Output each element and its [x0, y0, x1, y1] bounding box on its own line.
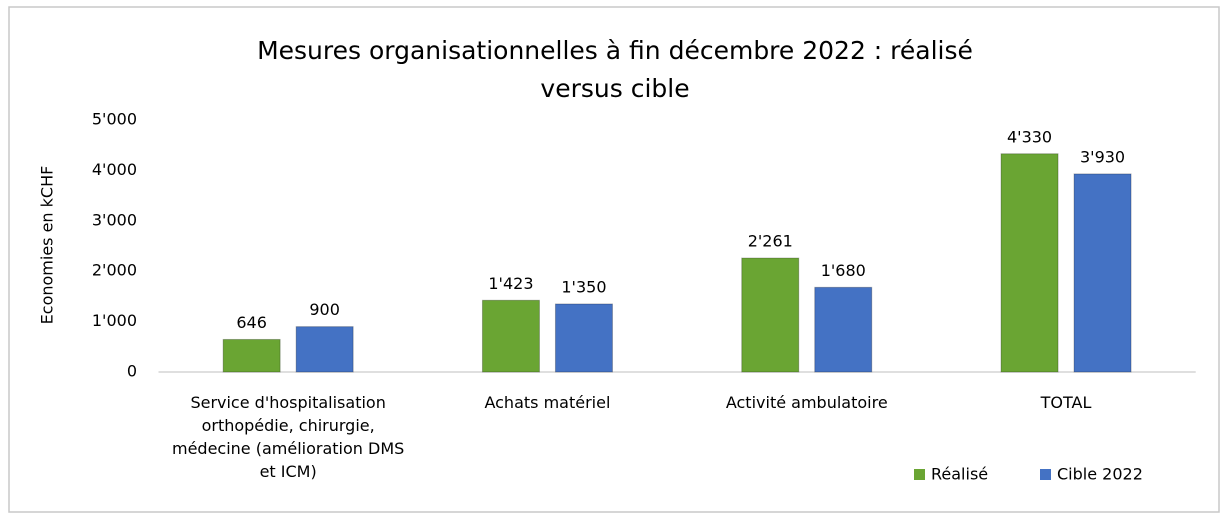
- x-tick-label: Achats matériel: [484, 393, 611, 412]
- bar: [1073, 173, 1132, 373]
- value-label: 900: [309, 300, 340, 319]
- value-label: 2'261: [748, 232, 793, 251]
- legend-swatch: [1040, 469, 1051, 480]
- chart-title: Mesures organisationnelles à fin décembr…: [257, 36, 973, 103]
- y-axis-label: Economies en kCHF: [38, 166, 57, 325]
- y-tick-label: 5'000: [92, 110, 137, 129]
- x-tick-label: Activité ambulatoire: [725, 393, 888, 412]
- bar: [814, 286, 873, 373]
- y-tick-label: 0: [127, 362, 137, 381]
- bar: [481, 299, 540, 373]
- value-label: 3'930: [1080, 147, 1125, 166]
- value-label: 1'350: [561, 277, 606, 296]
- bar: [554, 303, 613, 373]
- y-tick-label: 2'000: [92, 261, 137, 280]
- bar: [741, 257, 800, 373]
- x-tick-label: Service d'hospitalisation orthopédie, ch…: [171, 393, 405, 481]
- value-label: 646: [236, 313, 267, 332]
- legend-label: Réalisé: [931, 465, 988, 484]
- value-label: 1'680: [821, 261, 866, 280]
- value-label: 4'330: [1007, 127, 1052, 146]
- y-tick-label: 3'000: [92, 210, 137, 229]
- y-tick-label: 1'000: [92, 311, 137, 330]
- bar: [1000, 153, 1059, 373]
- value-label: 1'423: [488, 274, 533, 293]
- legend-label: Cible 2022: [1057, 465, 1143, 484]
- y-tick-label: 4'000: [92, 160, 137, 179]
- legend-swatch: [914, 469, 925, 480]
- bar: [222, 338, 281, 373]
- x-tick-label: TOTAL: [1040, 393, 1092, 412]
- bar: [295, 326, 354, 373]
